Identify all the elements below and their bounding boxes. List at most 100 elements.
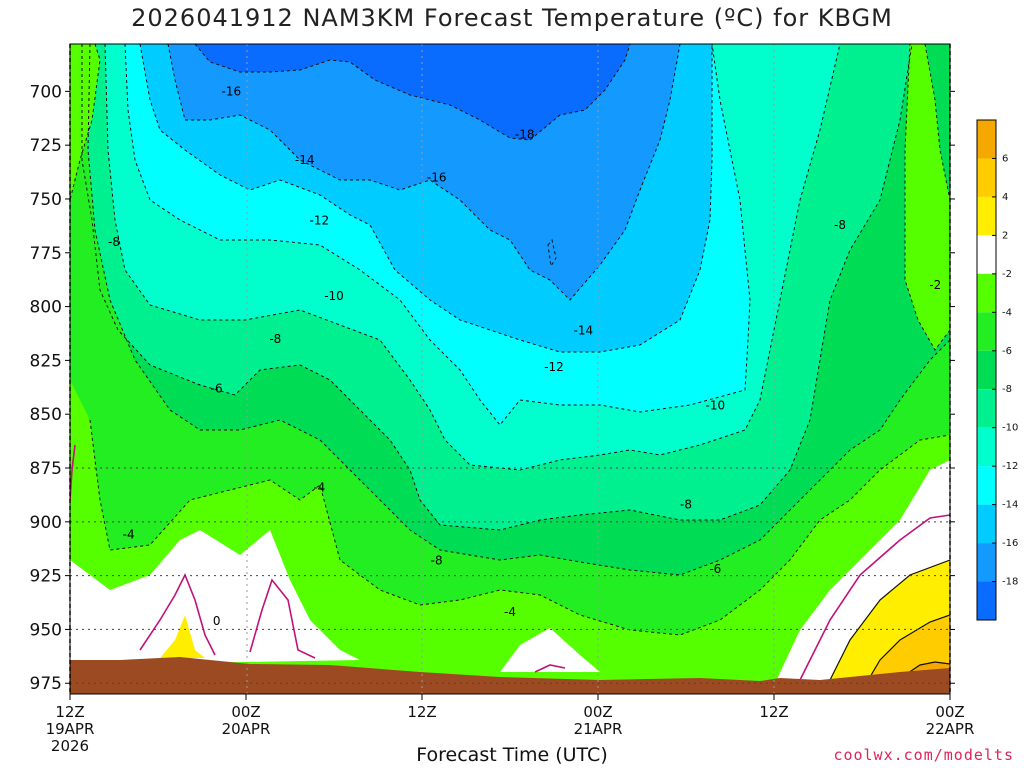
y-axis: 700 725 750 775 800 825 850 875 900 925 950 975 [30, 82, 955, 694]
colorbar-label-10: -16 [1002, 538, 1018, 549]
x-tick-label-2-0: 12Z [407, 703, 436, 721]
contour-label-c_m14b: -14 [574, 323, 594, 337]
contour-line-m8 [81, 44, 913, 531]
colorbar-label-11: -18 [1002, 577, 1018, 588]
colorbar: 6 4 2 -2 -4 -6 -8 -10 -12 -14 -16 -18 [976, 119, 1018, 621]
source-credit[interactable]: coolwx.com/modelts [833, 746, 1014, 764]
contour-line-m16 [167, 44, 681, 301]
contour-line-0-d [534, 664, 566, 673]
band-below-m18 [195, 44, 630, 140]
y-tick-label-925: 925 [30, 567, 62, 587]
colorbar-band-1 [977, 158, 996, 197]
x-axis-title: Forecast Time (UTC) [416, 744, 608, 766]
freezing-contours [70, 444, 950, 681]
contour-label-c_m12b: -12 [544, 360, 564, 374]
y-tick-label-900: 900 [30, 513, 62, 533]
contour-line-m6 [87, 44, 950, 576]
contour-label-c_m6b: -6 [709, 562, 721, 576]
band-m2-to-m4 [70, 44, 950, 694]
h-gridlines [70, 467, 950, 684]
colorbar-band-2 [977, 196, 996, 236]
x-tick-label-3-0: 00Z [583, 703, 612, 721]
x-tick-label-0-1: 19APR [46, 720, 95, 738]
colorbar-label-7: -10 [1002, 423, 1018, 434]
colorbar-label-8: -12 [1002, 461, 1018, 472]
colorbar-label-9: -14 [1002, 500, 1018, 511]
contour-line-m18 [194, 44, 631, 141]
contour-line-m12 [124, 44, 751, 426]
contour-line-m2-right [904, 44, 950, 351]
y-tick-label-975: 975 [30, 674, 62, 694]
y-tick-label-875: 875 [30, 459, 62, 479]
colorbar-band-10 [977, 504, 996, 544]
colorbar-band-8 [977, 427, 996, 467]
y-tick-label-775: 775 [30, 244, 62, 264]
colorbar-label-6: -8 [1002, 384, 1012, 395]
y-tick-label-750: 750 [30, 190, 62, 210]
colorbar-label-3: -2 [1002, 269, 1012, 280]
y-tick-label-825: 825 [30, 351, 62, 371]
x-tick-label-0-0: 12Z [55, 703, 84, 721]
colorbar-frame [976, 119, 997, 621]
contour-label-c_m8b: -8 [834, 218, 846, 232]
colorbar-label-4: -4 [1002, 307, 1012, 318]
colorbar-band-12 [977, 581, 996, 620]
band-m2-to-p2 [70, 460, 950, 694]
ground-below-surface [70, 657, 950, 694]
contour-line-m10 [104, 44, 841, 471]
contour-label-c_m12a: -12 [310, 213, 330, 227]
dashed-contours [70, 44, 950, 636]
colorbar-band-3 [977, 235, 996, 274]
colorbar-band-11 [977, 543, 996, 582]
contour-label-c_m16: -16 [222, 84, 242, 98]
y-tick-label-850: 850 [30, 405, 62, 425]
x-tick-label-0-2: 2026 [51, 737, 89, 755]
contour-label-c_m8d: -8 [680, 498, 692, 512]
contour-line-m16-loop [547, 238, 557, 268]
contour-label-c_m14a: -14 [295, 153, 315, 167]
contour-line-0-a [70, 444, 76, 501]
gridlines [246, 44, 775, 694]
colorbar-label-0: 6 [1002, 153, 1008, 164]
contour-line-m4-top [70, 44, 101, 201]
contour-line-p2 [829, 559, 950, 681]
contour-label-c_m4c: -4 [504, 605, 516, 619]
contour-label-c_m6a: -6 [211, 381, 223, 395]
colorbar-label-5: -6 [1002, 346, 1012, 357]
contour-line-0-b [139, 573, 216, 656]
chart-title: 2026041912 NAM3KM Forecast Temperature (… [131, 4, 893, 32]
y-tick-label-800: 800 [30, 298, 62, 318]
contour-label-c_m16b: -16 [427, 170, 447, 184]
x-tick-label-4-0: 12Z [759, 703, 788, 721]
contour-line-m14 [139, 44, 713, 353]
temperature-field [70, 44, 950, 694]
colorbar-band-5 [977, 312, 996, 351]
contour-label-c_m4b: -4 [123, 528, 135, 542]
y-tick-label-950: 950 [30, 620, 62, 640]
contour-label-c_m2: -2 [929, 278, 941, 292]
y-tick-label-700: 700 [30, 82, 62, 102]
colorbar-band-7 [977, 389, 996, 428]
contour-labels: -16 -18 -14 -16 -12 -8 -8 -10 -8 -14 -6 -12 -10 -4 -8 -… [108, 84, 941, 627]
x-tick-label-3-1: 21APR [574, 720, 623, 738]
x-tick-label-1-0: 00Z [231, 703, 260, 721]
contour-label-c_m4a: -4 [313, 480, 325, 494]
colorbar-band-9 [977, 466, 996, 505]
x-tick-label-1-1: 20APR [222, 720, 271, 738]
contour-label-c_m8e: -8 [431, 554, 443, 568]
colorbar-label-1: 4 [1002, 192, 1008, 203]
contour-label-c_0: 0 [213, 614, 221, 628]
colorbar-band-6 [977, 350, 996, 390]
contour-line-0-e [799, 514, 950, 681]
contour-label-c_m8c: -8 [269, 332, 281, 346]
colorbar-band-0 [977, 120, 996, 159]
contour-label-c_m8a: -8 [108, 235, 120, 249]
contour-label-c_m18: -18 [515, 127, 535, 141]
colorbar-label-2: 2 [1002, 230, 1008, 241]
colorbar-band-4 [977, 273, 996, 313]
x-tick-label-5-1: 22APR [926, 720, 975, 738]
contour-line-p4 [859, 614, 950, 694]
contour-label-c_m10b: -10 [706, 399, 726, 413]
